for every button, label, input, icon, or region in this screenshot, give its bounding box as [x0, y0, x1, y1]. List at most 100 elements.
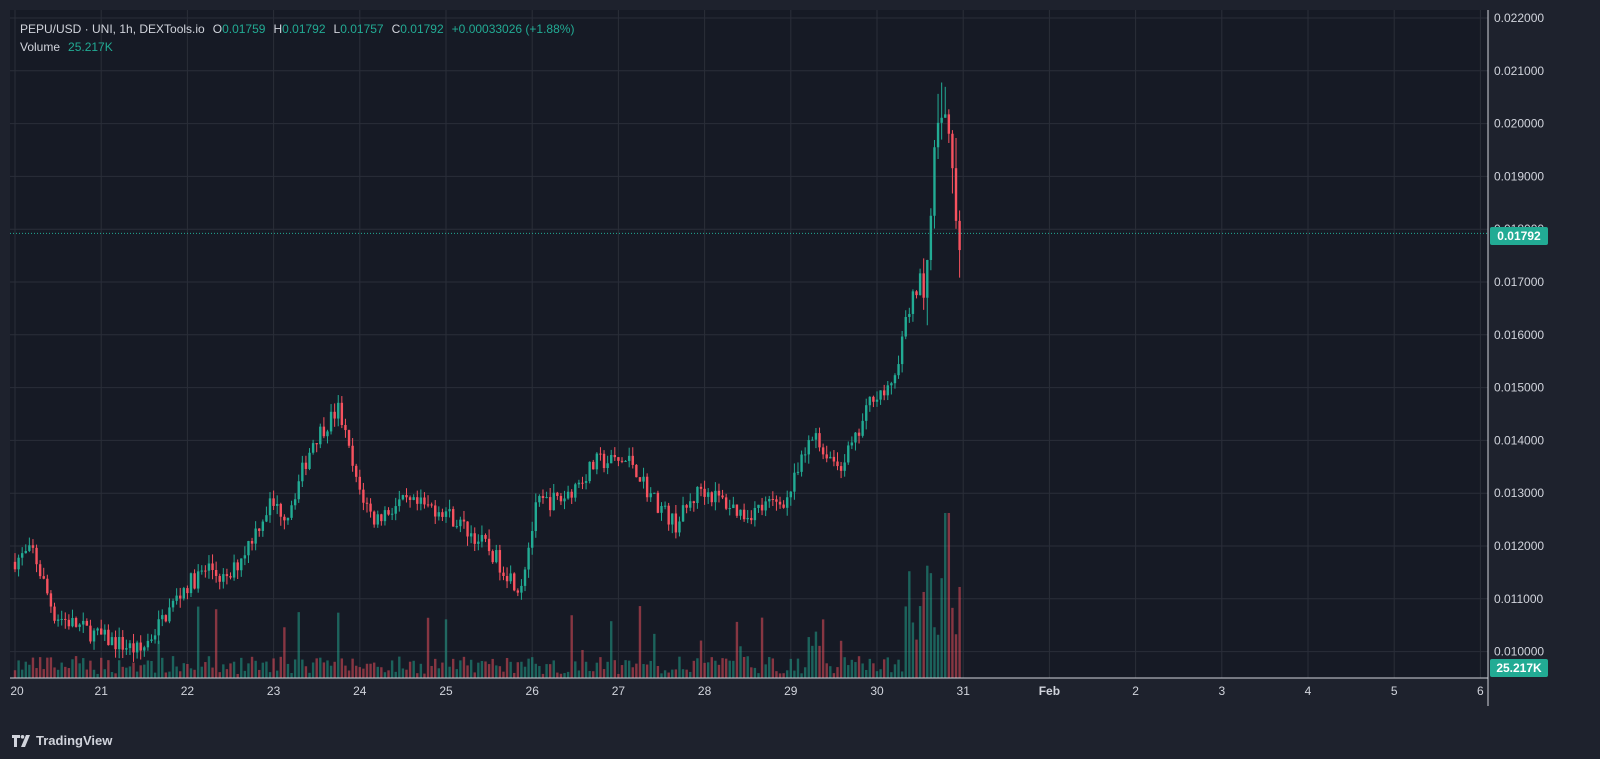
time-axis[interactable]: 20 21 22 23 24 25 26 27 28 29 30 31 Feb 2 3 4 5 6	[10, 684, 1484, 698]
candle-body	[520, 585, 523, 593]
time-tick-label: 29	[784, 684, 798, 698]
candle-body	[426, 504, 430, 506]
volume-bar	[315, 658, 318, 678]
volume-bar	[706, 662, 710, 678]
volume-bar	[85, 669, 89, 678]
candle-body	[265, 515, 268, 522]
volume-bar	[107, 660, 110, 678]
time-tick-label: 23	[267, 684, 281, 698]
candle-body	[117, 637, 121, 650]
candle-body	[732, 504, 735, 509]
candle-body	[538, 496, 541, 503]
volume-bar	[922, 591, 925, 678]
candle-body	[146, 640, 150, 648]
time-tick-label: 22	[181, 684, 195, 698]
price-axis[interactable]: 0.0220000.0210000.0200000.0190000.018000…	[1494, 11, 1544, 659]
volume-bar	[778, 673, 782, 678]
volume-bar	[455, 669, 458, 678]
volume-bar	[383, 672, 387, 678]
volume-bar	[150, 660, 153, 678]
candle-body	[487, 538, 491, 552]
candle-body	[437, 512, 441, 517]
volume-bar	[882, 659, 886, 678]
candle-body	[606, 463, 609, 469]
candle-body	[286, 517, 290, 521]
symbol-title[interactable]: PEPU/USD · UNI, 1h, DEXTools.io	[20, 22, 205, 36]
candle-body	[635, 464, 638, 478]
volume-bar	[164, 672, 168, 678]
candle-body	[724, 497, 728, 509]
volume-bar	[538, 666, 541, 678]
volume-bar	[153, 672, 157, 678]
volume-bar	[696, 658, 699, 678]
volume-bar	[836, 667, 839, 678]
candle-body	[412, 497, 415, 500]
volume-bar	[617, 673, 620, 678]
volume-bar	[588, 671, 591, 678]
volume-bar	[936, 634, 940, 678]
candle-body	[545, 497, 548, 499]
volume-bar	[487, 664, 491, 678]
candle-body	[854, 432, 857, 443]
close-value: 0.01792	[400, 22, 444, 36]
volume-bar	[337, 612, 340, 678]
candle-body	[534, 502, 537, 532]
volume-bar	[186, 663, 189, 678]
tradingview-branding[interactable]: TradingView	[12, 733, 112, 748]
volume-bar	[760, 617, 764, 678]
volume-bar	[24, 661, 27, 678]
candle-body	[161, 615, 164, 620]
volume-bar	[825, 663, 828, 678]
volume-bar	[355, 665, 358, 678]
candle-body	[613, 455, 617, 458]
volume-bar	[735, 621, 739, 678]
volume-bar	[247, 663, 250, 678]
volume-bar	[839, 640, 843, 678]
volume-bar	[229, 663, 232, 678]
volume-bar	[254, 660, 257, 678]
candle-body	[674, 513, 678, 533]
candle-body	[355, 465, 358, 477]
volume-bar	[753, 667, 757, 678]
candle-body	[509, 573, 512, 582]
volume-bar	[929, 573, 933, 678]
volume-bar	[940, 578, 943, 678]
volume-bar	[509, 661, 512, 678]
volume-bar	[434, 658, 437, 678]
volume-bar	[171, 656, 175, 678]
volume-bar	[56, 669, 60, 678]
candle-body	[574, 484, 577, 498]
volume-row: Volume 25.217K	[20, 38, 582, 56]
volume-bar	[663, 670, 667, 678]
candle-body	[376, 514, 379, 525]
volume-bar	[132, 662, 135, 678]
volume-label[interactable]: Volume	[20, 40, 61, 54]
volume-bar	[746, 656, 749, 678]
volume-bar	[944, 513, 947, 678]
candle-body	[89, 625, 92, 642]
candle-body	[448, 509, 451, 512]
candle-body	[64, 618, 67, 620]
candle-body	[279, 503, 282, 517]
volume-bar	[685, 669, 688, 678]
candle-body	[671, 513, 674, 525]
volume-bar	[179, 671, 182, 678]
volume-bar	[559, 673, 563, 678]
open-key: O	[212, 22, 223, 36]
volume-bar	[692, 660, 696, 678]
candle-body	[31, 545, 35, 548]
volume-bar	[139, 665, 142, 678]
candle-body	[904, 316, 907, 337]
candle-body	[875, 399, 879, 402]
candle-body	[620, 460, 624, 462]
candle-body	[383, 510, 387, 522]
volume-bar	[958, 586, 961, 678]
volume-bar	[771, 658, 775, 678]
volume-bar	[168, 671, 171, 678]
candle-body	[717, 490, 721, 496]
volume-bar	[466, 665, 469, 678]
price-tick-label: 0.011000	[1494, 592, 1543, 606]
volume-bar	[742, 656, 746, 678]
price-tick-label: 0.010000	[1494, 645, 1544, 659]
